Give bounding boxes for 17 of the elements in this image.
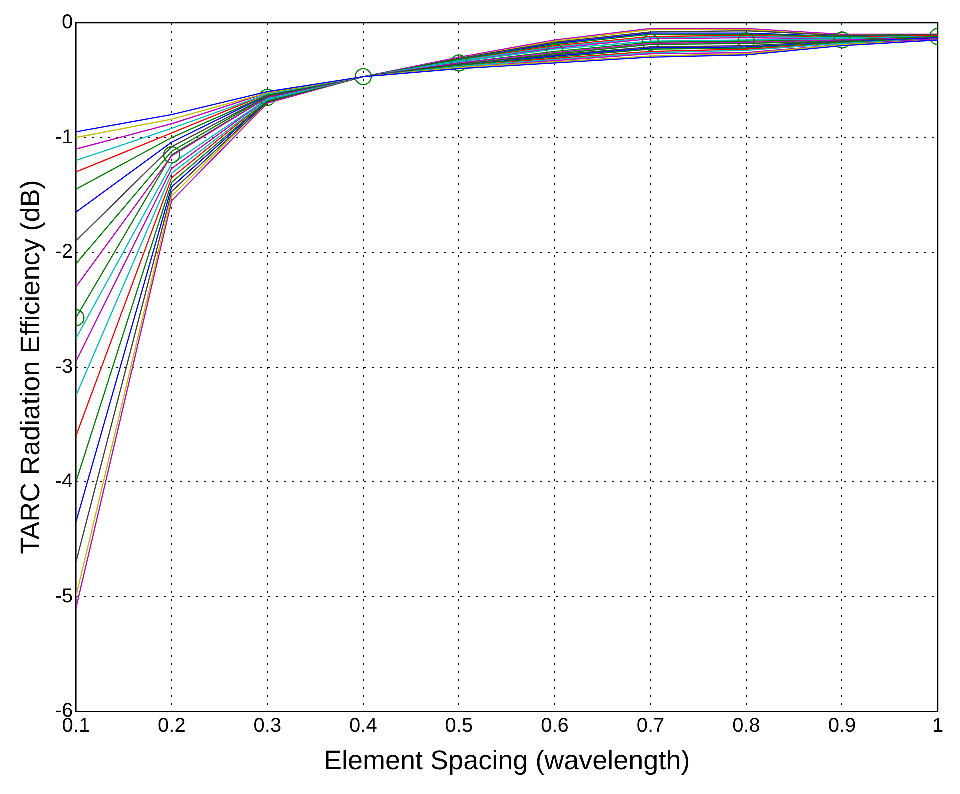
x-tick-label: 0.5: [445, 715, 474, 738]
x-tick-label: 1: [932, 715, 944, 738]
y-tick-label: -5: [55, 585, 74, 608]
x-tick-label: 0.8: [732, 715, 760, 738]
y-tick-label: -1: [55, 126, 74, 148]
x-tick-label: 0.6: [541, 715, 569, 738]
y-tick-label: -4: [55, 470, 74, 493]
x-tick-label: 0.3: [254, 715, 282, 738]
y-axis-title: TARC Radiation Efficiency (dB): [16, 180, 46, 554]
x-tick-label: 0.4: [350, 715, 378, 738]
x-axis-title: Element Spacing (wavelength): [324, 745, 690, 776]
y-tick-label: -2: [55, 241, 74, 264]
x-tick-label: 0.9: [828, 715, 856, 738]
x-tick-label: 0.2: [158, 715, 186, 738]
y-tick-label: 0: [62, 12, 74, 34]
y-tick-label: -3: [55, 356, 74, 378]
x-tick-label: 0.7: [636, 715, 665, 738]
